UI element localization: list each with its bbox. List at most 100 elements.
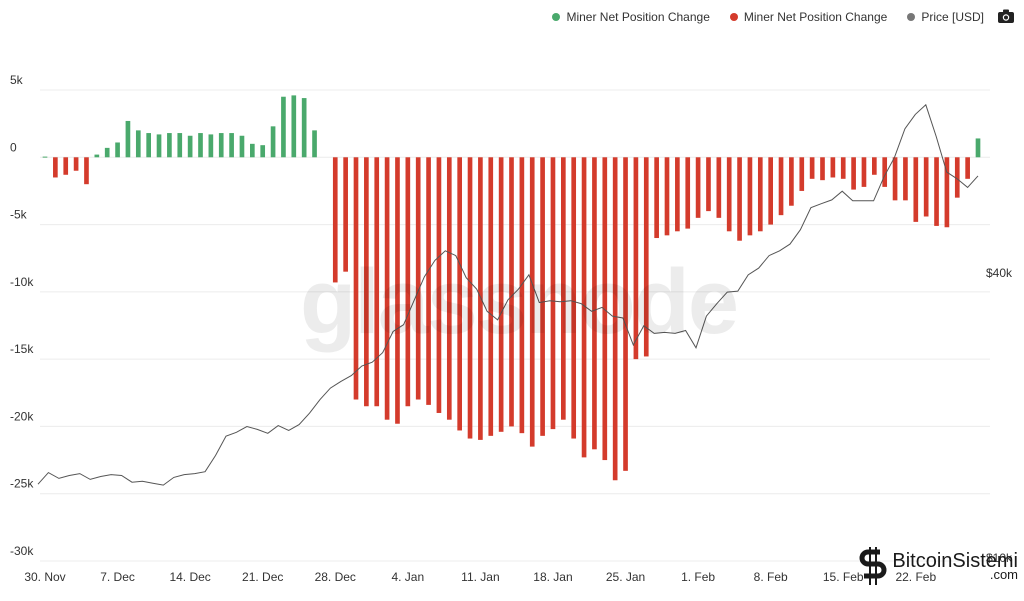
- bar-negative[interactable]: [965, 157, 970, 179]
- bar-positive[interactable]: [42, 156, 48, 158]
- bar-negative[interactable]: [913, 157, 919, 222]
- bar-negative[interactable]: [830, 157, 836, 178]
- bar-negative[interactable]: [84, 157, 89, 185]
- bar-negative[interactable]: [488, 157, 494, 436]
- bar-negative[interactable]: [561, 157, 566, 420]
- bar-negative[interactable]: [550, 157, 556, 430]
- bar-negative[interactable]: [685, 157, 691, 229]
- bar-negative[interactable]: [343, 157, 348, 272]
- bar-negative[interactable]: [612, 157, 618, 481]
- bar-negative[interactable]: [882, 157, 888, 187]
- bar-positive[interactable]: [250, 143, 255, 158]
- bar-negative[interactable]: [934, 157, 939, 226]
- bar-negative[interactable]: [540, 157, 545, 436]
- bar-negative[interactable]: [633, 157, 639, 360]
- bar-negative[interactable]: [353, 157, 359, 400]
- bar-negative[interactable]: [415, 157, 421, 400]
- bar-negative[interactable]: [726, 157, 732, 232]
- bar-negative[interactable]: [851, 157, 856, 190]
- bar-positive[interactable]: [156, 134, 162, 158]
- bar-positive[interactable]: [167, 133, 172, 158]
- price-series: [37, 103, 979, 486]
- bar-negative[interactable]: [737, 157, 742, 241]
- bar-negative[interactable]: [498, 157, 504, 432]
- bar-negative[interactable]: [675, 157, 680, 232]
- bar-positive[interactable]: [229, 133, 234, 158]
- bar-negative[interactable]: [478, 157, 483, 440]
- bar-negative[interactable]: [519, 157, 525, 434]
- bar-negative[interactable]: [706, 157, 711, 212]
- bar-negative[interactable]: [872, 157, 877, 175]
- bar-positive[interactable]: [281, 96, 286, 158]
- bar-negative[interactable]: [716, 157, 722, 218]
- bar-positive[interactable]: [104, 147, 110, 158]
- bar-negative[interactable]: [374, 157, 380, 407]
- legend-item-price[interactable]: Price [USD]: [907, 10, 984, 24]
- bar-negative[interactable]: [332, 157, 338, 283]
- bar-positive[interactable]: [301, 98, 307, 158]
- bar-negative[interactable]: [944, 157, 950, 228]
- bar-positive[interactable]: [94, 154, 100, 158]
- bar-negative[interactable]: [664, 157, 670, 236]
- bar-negative[interactable]: [923, 157, 929, 217]
- bar-negative[interactable]: [954, 157, 960, 198]
- bar-negative[interactable]: [643, 157, 649, 357]
- bar-negative[interactable]: [529, 157, 535, 447]
- bar-negative[interactable]: [623, 157, 628, 471]
- brand-logo: BitcoinSistemi .com: [858, 546, 1018, 586]
- bar-positive[interactable]: [291, 95, 297, 158]
- bar-positive[interactable]: [146, 133, 151, 158]
- bar-negative[interactable]: [436, 157, 442, 413]
- bar-negative[interactable]: [809, 157, 815, 179]
- bar-negative[interactable]: [840, 157, 846, 179]
- bar-negative[interactable]: [695, 157, 701, 218]
- bar-positive[interactable]: [239, 135, 245, 158]
- bar-negative[interactable]: [768, 157, 773, 225]
- bar-negative[interactable]: [892, 157, 898, 201]
- chart-legend: Miner Net Position Change Miner Net Posi…: [552, 10, 984, 24]
- bar-negative[interactable]: [747, 157, 753, 236]
- legend-item-positive[interactable]: Miner Net Position Change: [552, 10, 710, 24]
- bar-positive[interactable]: [125, 120, 131, 158]
- bar-positive[interactable]: [177, 133, 183, 158]
- bar-negative[interactable]: [820, 157, 825, 181]
- bar-negative[interactable]: [73, 157, 79, 171]
- bar-negative[interactable]: [395, 157, 400, 424]
- bar-negative[interactable]: [63, 157, 69, 175]
- camera-icon[interactable]: [998, 9, 1014, 23]
- bar-positive[interactable]: [115, 142, 120, 158]
- bar-negative[interactable]: [384, 157, 390, 420]
- bar-negative[interactable]: [789, 157, 794, 206]
- bar-negative[interactable]: [799, 157, 805, 191]
- bar-negative[interactable]: [467, 157, 473, 439]
- x-tick-label: 4. Jan: [391, 570, 424, 584]
- bar-positive[interactable]: [187, 135, 193, 158]
- bar-negative[interactable]: [861, 157, 867, 187]
- bar-negative[interactable]: [364, 157, 369, 407]
- bar-negative[interactable]: [457, 157, 462, 431]
- bar-negative[interactable]: [571, 157, 577, 439]
- bar-negative[interactable]: [446, 157, 452, 420]
- bar-positive[interactable]: [260, 145, 266, 158]
- bar-positive[interactable]: [208, 134, 214, 158]
- bar-negative[interactable]: [581, 157, 587, 458]
- bar-negative[interactable]: [757, 157, 763, 232]
- bar-negative[interactable]: [405, 157, 411, 407]
- bar-negative[interactable]: [903, 157, 908, 201]
- bar-negative[interactable]: [509, 157, 514, 427]
- bar-negative[interactable]: [654, 157, 659, 239]
- legend-label-negative: Miner Net Position Change: [743, 10, 888, 24]
- bar-positive[interactable]: [312, 130, 317, 158]
- bar-negative[interactable]: [602, 157, 608, 461]
- bar-positive[interactable]: [218, 133, 224, 158]
- bar-positive[interactable]: [135, 130, 141, 158]
- bar-negative[interactable]: [426, 157, 431, 405]
- bar-negative[interactable]: [778, 157, 784, 216]
- bar-positive[interactable]: [975, 138, 981, 158]
- bar-positive[interactable]: [270, 126, 276, 158]
- y-tick-label: 5k: [10, 73, 24, 87]
- bar-negative[interactable]: [592, 157, 597, 450]
- bar-negative[interactable]: [53, 157, 58, 178]
- legend-item-negative[interactable]: Miner Net Position Change: [729, 10, 888, 24]
- bar-positive[interactable]: [198, 133, 203, 158]
